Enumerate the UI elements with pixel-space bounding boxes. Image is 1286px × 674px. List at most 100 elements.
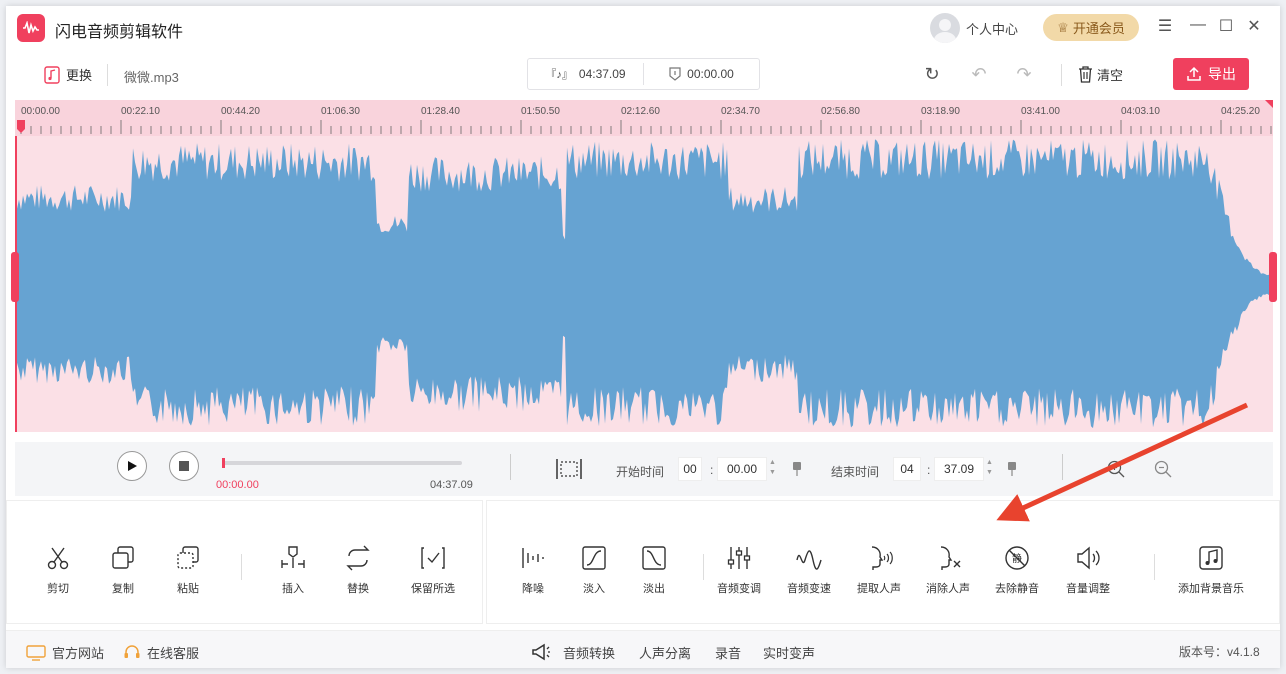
upload-icon (1187, 66, 1201, 81)
user-center-label: 个人中心 (966, 21, 1019, 37)
tool-label: 提取人声 (857, 583, 901, 595)
duration-box: 『♪』 04:37.09 00:00.00 (527, 58, 760, 90)
trash-icon (1079, 66, 1092, 83)
edit-tool-button-2[interactable]: 粘贴 (153, 544, 223, 596)
waveform-editor[interactable]: 00:00.00 00:22.10 00:44.20 01:06.30 01:28.40… (11, 100, 1277, 432)
close-icon[interactable]: ✕ (1247, 18, 1261, 35)
end-marker-icon[interactable] (1008, 462, 1016, 479)
effect-tool-button-9[interactable]: 添加背景音乐 (1171, 544, 1251, 596)
ruler-label: 02:56.80 (821, 106, 860, 117)
redo-icon[interactable]: ↷ (1016, 64, 1032, 84)
clear-button[interactable]: 清空 (1078, 65, 1123, 84)
ruler-label: 00:00.00 (21, 106, 60, 117)
replace-button[interactable]: 更换 (44, 65, 92, 84)
total-time: 04:37.09 (430, 479, 473, 491)
ruler-label: 01:06.30 (321, 106, 360, 117)
playhead-icon (17, 120, 25, 133)
ruler-label: 04:03.10 (1121, 106, 1160, 117)
footer-link-audio-convert[interactable]: 音频转换 (563, 646, 616, 661)
tool-label: 淡入 (583, 583, 605, 595)
support-link[interactable]: 在线客服 (123, 643, 199, 662)
tool-label: 去除静音 (995, 583, 1039, 595)
edit-tool-button-4[interactable]: 替换 (323, 544, 393, 596)
left-trim-handle[interactable] (11, 252, 19, 302)
effect-tool-button-0[interactable]: 降噪 (498, 544, 568, 596)
avatar (930, 13, 960, 43)
remove-vocal-icon (934, 544, 962, 572)
speed-icon (795, 544, 823, 572)
effect-tool-button-6[interactable]: 消除人声 (913, 544, 983, 596)
extract-vocal-icon (865, 544, 893, 572)
zoom-in-icon[interactable] (1107, 460, 1125, 481)
volume-icon (1074, 544, 1102, 572)
app-logo-icon (17, 14, 45, 42)
title-bar: 闪电音频剪辑软件 个人中心 ♕ 开通会员 ☰ — ☐ ✕ (6, 6, 1280, 50)
selection-marker-icon (669, 67, 681, 81)
insert-icon (279, 544, 307, 572)
menu-icon[interactable]: ☰ (1157, 18, 1173, 35)
divider (703, 554, 704, 580)
tool-label: 消除人声 (926, 583, 970, 595)
fade-out-icon (640, 544, 668, 572)
website-link[interactable]: 官方网站 (26, 643, 104, 662)
vip-button[interactable]: ♕ 开通会员 (1043, 14, 1139, 41)
play-icon (128, 461, 137, 471)
effect-tool-button-3[interactable]: 音频变调 (704, 544, 774, 596)
effect-tool-button-2[interactable]: 淡出 (619, 544, 689, 596)
right-trim-handle[interactable] (1269, 252, 1277, 302)
start-second-input[interactable]: 00.00 (717, 457, 767, 481)
total-duration: 04:37.09 (578, 67, 626, 81)
footer-link-realtime-voice[interactable]: 实时变声 (763, 646, 816, 661)
replace-label: 更换 (66, 68, 93, 83)
effect-tool-button-4[interactable]: 音频变速 (774, 544, 844, 596)
ruler-label: 02:12.60 (621, 106, 660, 117)
minimize-icon[interactable]: — (1190, 16, 1206, 33)
ruler-ticks: 00:00.00 00:22.10 00:44.20 01:06.30 01:28.40… (17, 100, 1273, 134)
select-all-icon[interactable] (556, 458, 582, 483)
divider (510, 454, 511, 480)
version-label: 版本号：v4.1.8 (1179, 645, 1260, 659)
ruler-label: 02:34.70 (721, 106, 760, 117)
fade-in-icon (580, 544, 608, 572)
end-minute-input[interactable]: 04 (893, 457, 921, 481)
megaphone-icon (531, 643, 551, 661)
transport-bar: 00:00.00 04:37.09 开始时间 00 : 00.00 ▲ ▼ 结束时… (15, 442, 1273, 496)
footer-link-record[interactable]: 录音 (715, 646, 742, 661)
start-stepper-icon[interactable]: ▲ ▼ (769, 459, 776, 476)
divider (241, 554, 242, 580)
playback-knob[interactable] (222, 458, 225, 468)
play-button[interactable] (117, 451, 147, 481)
zoom-out-icon[interactable] (1154, 460, 1172, 481)
export-button[interactable]: 导出 (1173, 58, 1249, 90)
effect-tool-button-1[interactable]: 淡入 (559, 544, 629, 596)
playback-slider[interactable] (222, 458, 462, 468)
edit-tool-button-5[interactable]: 保留所选 (398, 544, 468, 596)
tool-label: 粘贴 (177, 583, 199, 595)
tool-label: 降噪 (522, 583, 544, 595)
undo-icon[interactable]: ↶ (971, 64, 987, 84)
edit-tool-button-0[interactable]: 剪切 (23, 544, 93, 596)
end-corner-marker (1265, 100, 1273, 108)
user-center-button[interactable]: 个人中心 (930, 13, 1018, 43)
svg-text:静: 静 (1012, 552, 1022, 565)
maximize-icon[interactable]: ☐ (1218, 18, 1234, 35)
start-minute-input[interactable]: 00 (678, 457, 702, 481)
edit-tool-button-3[interactable]: 插入 (258, 544, 328, 596)
ruler-label: 00:22.10 (121, 106, 160, 117)
effect-tool-button-8[interactable]: 音量调整 (1053, 544, 1123, 596)
start-marker-icon[interactable] (793, 462, 801, 479)
website-label: 官方网站 (52, 646, 105, 661)
timeline-ruler[interactable]: 00:00.00 00:22.10 00:44.20 01:06.30 01:28.40… (15, 100, 1273, 136)
end-stepper-icon[interactable]: ▲ ▼ (986, 459, 993, 476)
selection-duration: 00:00.00 (687, 67, 734, 81)
end-second-input[interactable]: 37.09 (934, 457, 984, 481)
waveform[interactable] (15, 136, 1273, 432)
refresh-icon[interactable]: ↻ (924, 64, 940, 84)
effect-tool-button-7[interactable]: 静去除静音 (982, 544, 1052, 596)
effect-tool-button-5[interactable]: 提取人声 (844, 544, 914, 596)
end-time-label: 结束时间 (831, 465, 880, 479)
tool-label: 音频变调 (717, 583, 761, 595)
stop-button[interactable] (169, 451, 199, 481)
edit-tool-button-1[interactable]: 复制 (88, 544, 158, 596)
footer-link-vocal-separation[interactable]: 人声分离 (639, 646, 692, 661)
